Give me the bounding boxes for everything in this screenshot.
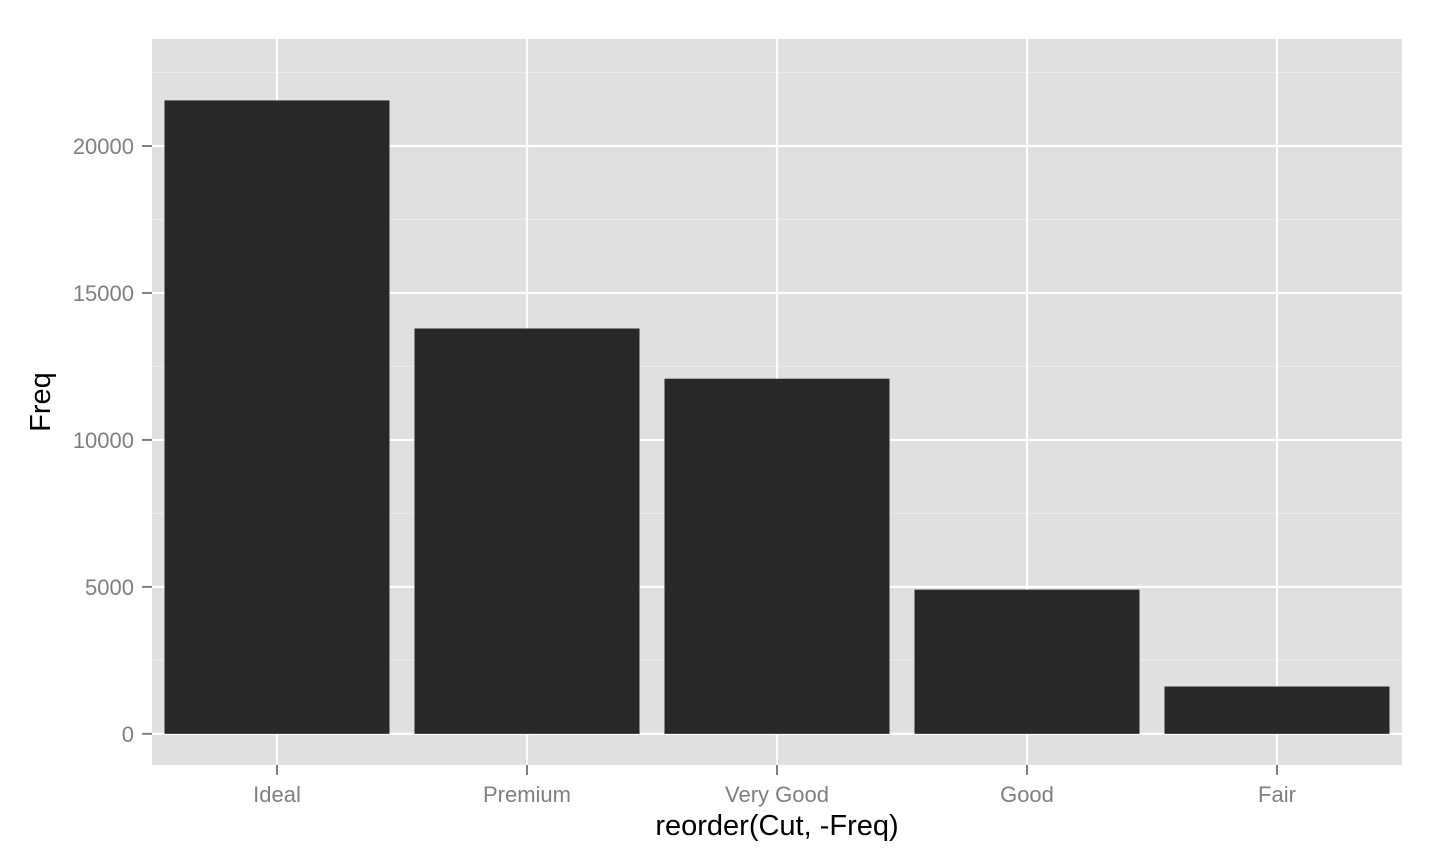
bars: [164, 100, 1390, 734]
x-tick-label: Very Good: [725, 782, 829, 807]
bar-very-good: [664, 378, 890, 734]
bar-premium: [414, 328, 640, 734]
x-tick-label: Good: [1000, 782, 1054, 807]
y-tick-label: 10000: [73, 428, 134, 453]
x-tick-label: Ideal: [253, 782, 301, 807]
x-axis-ticks: Ideal Premium Very Good Good Fair: [253, 765, 1296, 807]
bar-ideal: [164, 100, 390, 734]
x-tick-label: Fair: [1258, 782, 1296, 807]
x-tick-label: Premium: [483, 782, 571, 807]
x-axis-title: reorder(Cut, -Freq): [655, 810, 898, 842]
bar-fair: [1164, 686, 1390, 734]
y-tick-label: 15000: [73, 281, 134, 306]
y-axis-ticks: 0 5000 10000 15000 20000: [73, 134, 152, 747]
y-tick-label: 0: [122, 722, 134, 747]
bar-good: [914, 589, 1140, 734]
y-tick-label: 5000: [85, 575, 134, 600]
y-axis-title: Freq: [25, 372, 57, 432]
y-tick-label: 20000: [73, 134, 134, 159]
